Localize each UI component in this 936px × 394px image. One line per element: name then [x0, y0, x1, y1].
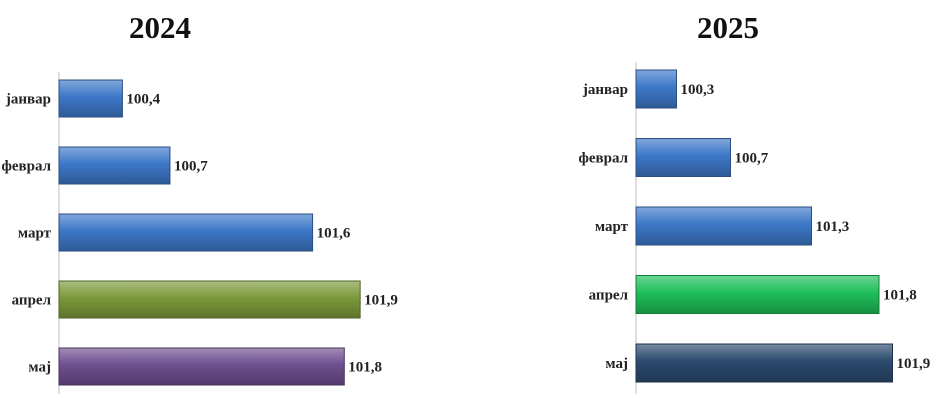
chart-2024-plot: јанвар 100,4 феврал 100,7 март 101,6 апрел 101,… — [1, 72, 398, 394]
category-label: феврал — [578, 151, 628, 167]
bar — [58, 213, 314, 252]
value-label: 101,3 — [816, 219, 850, 235]
value-label: 101,9 — [897, 356, 931, 372]
bar — [635, 343, 893, 383]
chart-2024: 2024 јанвар 100,4 феврал 100,7 март 101,6 апре… — [1, 10, 398, 394]
value-label: 100,7 — [174, 159, 208, 175]
value-label: 100,4 — [126, 92, 160, 108]
category-label: мај — [605, 356, 628, 372]
bar — [635, 275, 880, 314]
bar — [635, 138, 731, 177]
category-label: јанвар — [5, 92, 51, 108]
bar — [58, 146, 171, 185]
bar — [635, 206, 812, 246]
category-label: март — [18, 226, 52, 242]
category-label: апрел — [12, 293, 52, 309]
chart-title: 2025 — [697, 10, 759, 45]
bar — [635, 69, 677, 109]
bar — [58, 79, 123, 118]
category-label: јанвар — [582, 82, 628, 98]
chart-2025-plot: јанвар 100,3 феврал 100,7 март 101,3 апрел 101,… — [578, 62, 931, 394]
chart-2025: 2025 јанвар 100,3 феврал 100,7 март 101,3 апре… — [468, 0, 936, 394]
value-label: 101,8 — [348, 360, 382, 376]
category-label: апрел — [589, 288, 629, 304]
category-label: феврал — [1, 159, 51, 175]
category-label: мај — [28, 360, 51, 376]
bar — [58, 280, 361, 319]
value-label: 101,9 — [364, 293, 398, 309]
bar — [58, 347, 345, 386]
value-label: 101,6 — [317, 226, 351, 242]
value-label: 100,3 — [681, 82, 715, 98]
value-label: 101,8 — [883, 288, 917, 304]
category-label: март — [595, 219, 629, 235]
chart-title: 2024 — [129, 10, 191, 45]
value-label: 100,7 — [735, 151, 769, 167]
